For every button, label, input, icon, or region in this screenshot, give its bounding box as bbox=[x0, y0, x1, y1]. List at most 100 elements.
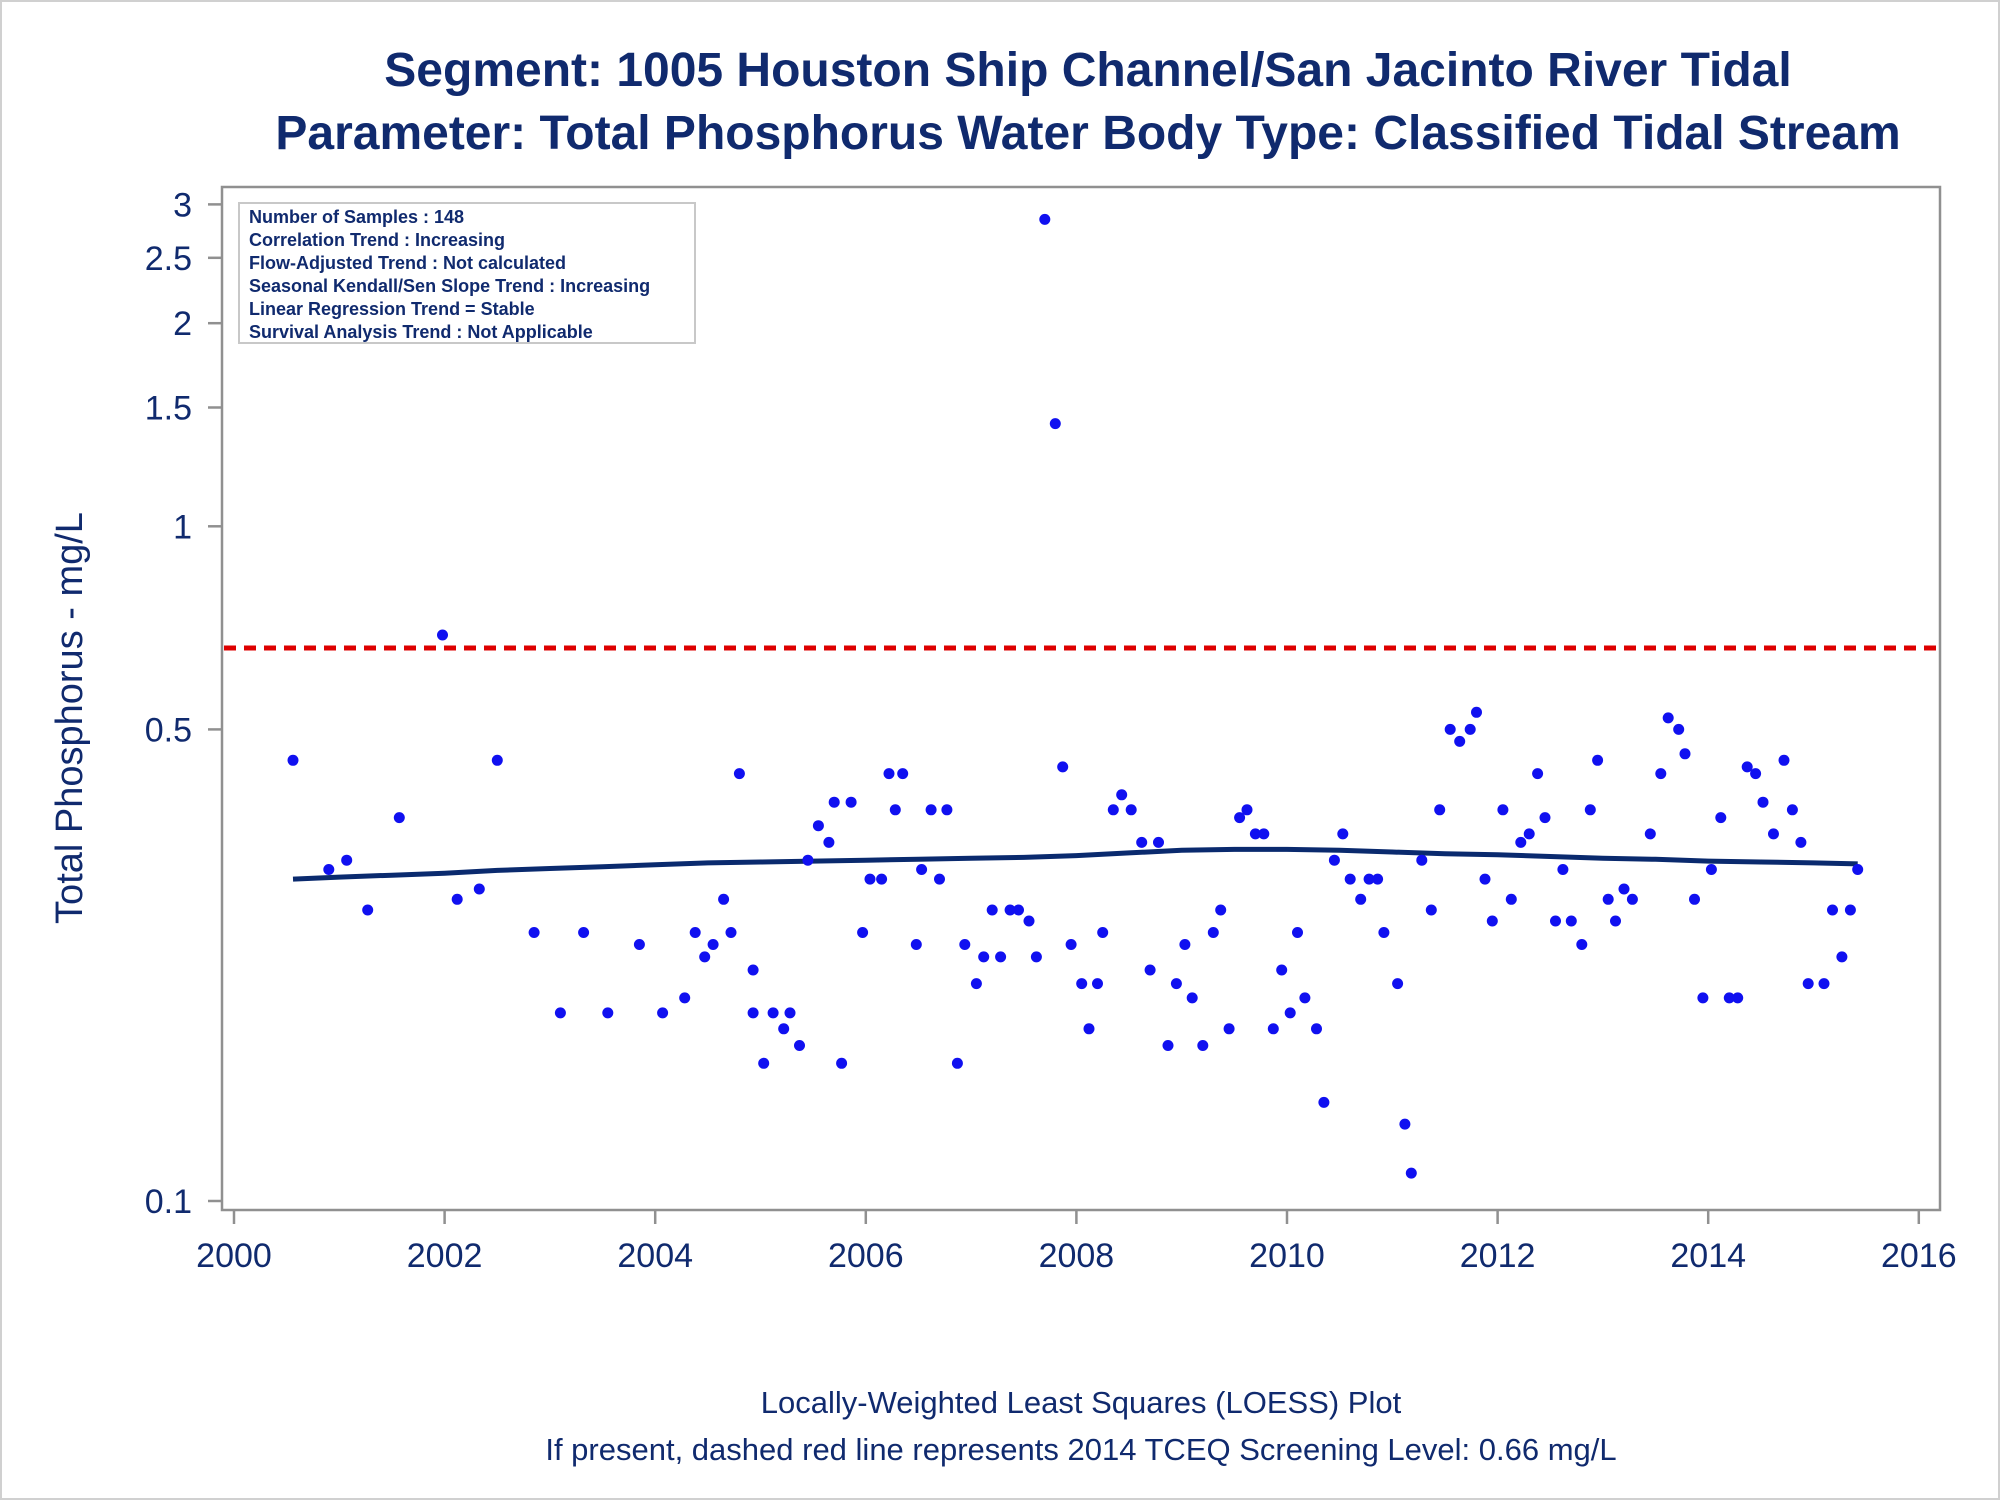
data-point bbox=[910, 939, 922, 950]
y-axis-label: Total Phosphorus - mg/L bbox=[49, 512, 91, 924]
y-tick-label: 0.5 bbox=[145, 711, 192, 749]
data-point bbox=[1116, 789, 1128, 801]
data-point bbox=[1405, 1167, 1417, 1179]
data-point bbox=[747, 964, 759, 976]
data-point bbox=[1276, 964, 1288, 976]
info-box-frame bbox=[238, 202, 696, 344]
info-line-samples: Number of Samples : 148 bbox=[249, 207, 464, 227]
data-point bbox=[1576, 939, 1588, 950]
data-point bbox=[747, 1007, 759, 1019]
data-point bbox=[1399, 1118, 1411, 1130]
data-point bbox=[1697, 992, 1709, 1004]
data-point bbox=[1258, 828, 1270, 840]
data-point bbox=[941, 804, 953, 816]
info-line-linear-regression: Linear Regression Trend = Stable bbox=[249, 299, 535, 319]
data-point bbox=[1557, 864, 1569, 875]
data-point bbox=[802, 854, 814, 866]
data-point bbox=[978, 951, 990, 963]
data-point bbox=[1550, 915, 1561, 927]
data-point bbox=[393, 812, 405, 824]
data-point bbox=[1610, 915, 1621, 927]
data-point bbox=[1539, 812, 1551, 824]
data-point bbox=[1679, 748, 1691, 760]
y-tick-label: 1.5 bbox=[145, 389, 192, 427]
data-point bbox=[1626, 893, 1638, 905]
data-point bbox=[1416, 854, 1428, 866]
data-point bbox=[1318, 1096, 1330, 1108]
data-point bbox=[733, 768, 745, 780]
data-point bbox=[287, 754, 299, 766]
data-point bbox=[725, 927, 737, 938]
data-point bbox=[864, 873, 876, 885]
y-tick-label: 1 bbox=[173, 508, 192, 546]
data-point bbox=[1584, 804, 1596, 816]
data-point bbox=[1715, 812, 1727, 824]
data-point bbox=[1023, 915, 1035, 927]
info-line-flow-adjusted: Flow-Adjusted Trend : Not calculated bbox=[249, 253, 566, 273]
data-point bbox=[889, 804, 901, 816]
data-point bbox=[528, 927, 540, 938]
x-tick-label: 2000 bbox=[196, 1237, 272, 1275]
data-point bbox=[1039, 213, 1051, 225]
data-point bbox=[959, 939, 971, 950]
x-tick-label: 2010 bbox=[1249, 1237, 1325, 1275]
data-point bbox=[758, 1057, 770, 1069]
data-point bbox=[1689, 893, 1700, 905]
data-point bbox=[699, 951, 711, 963]
info-line-seasonal-kendall: Seasonal Kendall/Sen Slope Trend : Incre… bbox=[249, 276, 650, 296]
y-tick-label: 2.5 bbox=[145, 240, 192, 278]
data-point bbox=[323, 864, 335, 875]
x-tick-label: 2016 bbox=[1881, 1237, 1957, 1275]
data-point bbox=[679, 992, 691, 1004]
data-point bbox=[1186, 992, 1198, 1004]
data-point bbox=[812, 820, 824, 832]
data-point bbox=[1241, 804, 1253, 816]
data-point bbox=[778, 1023, 790, 1035]
info-line-survival: Survival Analysis Trend : Not Applicable bbox=[249, 322, 593, 342]
data-point bbox=[1497, 804, 1509, 816]
data-point bbox=[897, 768, 909, 780]
data-point bbox=[1215, 904, 1227, 916]
data-point bbox=[857, 927, 869, 938]
data-point bbox=[689, 927, 701, 938]
data-point bbox=[1592, 754, 1604, 766]
data-point bbox=[1030, 951, 1042, 963]
data-point bbox=[1355, 893, 1367, 905]
data-point bbox=[1328, 854, 1340, 866]
data-point bbox=[1076, 978, 1088, 990]
data-point bbox=[1673, 723, 1685, 735]
chart-subtitle: Parameter: Total Phosphorus Water Body T… bbox=[275, 107, 1900, 160]
data-point bbox=[1249, 828, 1261, 840]
data-point bbox=[1337, 828, 1349, 840]
data-point bbox=[1471, 706, 1482, 718]
data-point bbox=[1267, 1023, 1279, 1035]
data-point bbox=[1434, 804, 1446, 816]
data-point bbox=[1136, 836, 1148, 848]
data-point bbox=[836, 1057, 848, 1069]
data-point bbox=[1223, 1023, 1235, 1035]
data-point bbox=[934, 873, 945, 885]
x-tick-label: 2002 bbox=[407, 1237, 483, 1275]
data-point bbox=[1107, 804, 1119, 816]
data-point bbox=[1565, 915, 1577, 927]
info-box: Number of Samples : 148 Correlation Tren… bbox=[238, 202, 696, 344]
data-point bbox=[1284, 1007, 1296, 1019]
data-point bbox=[1732, 992, 1744, 1004]
data-point bbox=[1723, 992, 1735, 1004]
data-point bbox=[633, 939, 645, 950]
plot-area bbox=[220, 185, 1942, 1212]
y-tick-label: 3 bbox=[173, 186, 192, 224]
data-point bbox=[1197, 1040, 1209, 1051]
data-point bbox=[1786, 804, 1798, 816]
data-point bbox=[1802, 978, 1814, 990]
data-point bbox=[1523, 828, 1535, 840]
data-point bbox=[1378, 927, 1390, 938]
data-point bbox=[1532, 768, 1544, 780]
data-point bbox=[1344, 873, 1356, 885]
data-point bbox=[1741, 761, 1753, 773]
data-point bbox=[876, 873, 888, 885]
data-point bbox=[1464, 723, 1476, 735]
data-point bbox=[1818, 978, 1830, 990]
data-point bbox=[1655, 768, 1667, 780]
